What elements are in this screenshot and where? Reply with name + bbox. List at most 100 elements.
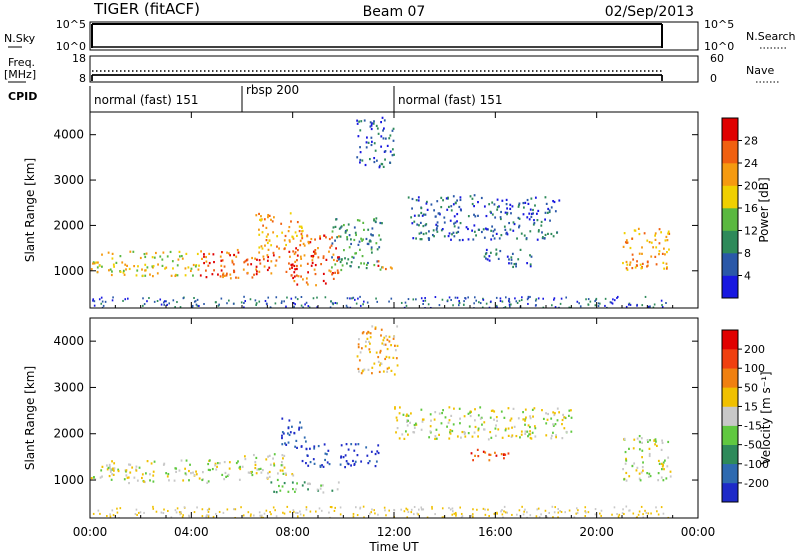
- echo-cell: [647, 440, 649, 443]
- echo-cell: [325, 236, 327, 239]
- echo-cell: [256, 468, 259, 471]
- scatter-point: [193, 511, 196, 514]
- echo-cell: [344, 231, 347, 234]
- echo-cell: [369, 125, 372, 128]
- echo-cell: [394, 406, 396, 409]
- scatter-point: [269, 306, 272, 308]
- echo-cell: [624, 462, 627, 465]
- echo-cell: [490, 436, 493, 439]
- echo-cell: [260, 471, 263, 474]
- colorbar-swatch: [722, 275, 738, 299]
- echo-cell: [288, 267, 291, 270]
- echo-cell: [646, 261, 649, 264]
- echo-cell: [407, 433, 409, 436]
- echo-cell: [549, 219, 551, 222]
- echo-cell: [360, 120, 363, 123]
- scatter-point: [375, 297, 377, 300]
- echo-cell: [359, 151, 362, 154]
- echo-cell: [375, 217, 378, 220]
- echo-cell: [533, 407, 536, 410]
- colorbar-swatch: [722, 387, 738, 407]
- echo-cell: [373, 219, 375, 222]
- echo-cell: [281, 443, 284, 446]
- scatter-point: [315, 510, 317, 513]
- echo-cell: [626, 268, 629, 271]
- scatter-point: [458, 299, 460, 302]
- scatter-point: [653, 303, 656, 306]
- scatter-point: [264, 299, 267, 302]
- echo-cell: [435, 428, 438, 431]
- echo-cell: [379, 351, 382, 354]
- echo-cell: [522, 206, 525, 209]
- echo-cell: [660, 476, 663, 479]
- echo-cell: [336, 236, 339, 239]
- freq-axis-top: 18: [72, 52, 86, 65]
- scatter-point: [261, 514, 263, 517]
- echo-cell: [94, 478, 97, 481]
- scatter-point: [250, 513, 252, 516]
- echo-cell: [306, 482, 309, 485]
- echo-cell: [455, 231, 458, 234]
- scatter-point: [312, 297, 315, 300]
- echo-cell: [238, 478, 241, 481]
- echo-cell: [543, 237, 546, 240]
- echo-cell: [219, 255, 222, 258]
- echo-cell: [661, 441, 664, 445]
- echo-cell: [358, 338, 360, 341]
- scatter-point: [521, 296, 523, 299]
- colorbar-tick-label: 15: [744, 400, 758, 413]
- scatter-point: [329, 516, 332, 518]
- echo-cell: [638, 434, 641, 438]
- echo-cell: [529, 415, 531, 418]
- echo-cell: [511, 434, 514, 437]
- x-tick-label: 00:00: [681, 525, 716, 539]
- echo-cell: [378, 164, 381, 167]
- colorbar-swatch: [722, 482, 738, 503]
- echo-cell: [254, 257, 257, 260]
- echo-cell: [515, 265, 517, 268]
- echo-cell: [273, 453, 276, 456]
- echo-cell: [440, 422, 443, 425]
- echo-cell: [398, 437, 401, 440]
- echo-cell: [360, 372, 363, 375]
- echo-cell: [623, 437, 626, 440]
- echo-cell: [526, 262, 529, 265]
- scatter-point: [167, 509, 169, 512]
- echo-cell: [654, 232, 657, 235]
- colorbar-swatch: [722, 406, 738, 426]
- echo-cell: [499, 216, 502, 219]
- echo-cell: [307, 271, 310, 274]
- echo-cell: [165, 472, 168, 475]
- echo-cell: [127, 463, 130, 466]
- scatter-point: [305, 301, 308, 304]
- echo-cell: [299, 421, 301, 424]
- echo-cell: [302, 278, 304, 281]
- echo-cell: [658, 228, 661, 231]
- echo-cell: [377, 260, 380, 263]
- scatter-point: [560, 297, 563, 300]
- echo-cell: [374, 149, 377, 152]
- echo-cell: [267, 216, 269, 219]
- scatter-point: [196, 304, 199, 307]
- echo-cell: [380, 145, 383, 148]
- scatter-point: [203, 303, 205, 306]
- scatter-point: [526, 516, 528, 518]
- scatter-point: [655, 506, 657, 509]
- echo-cell: [270, 260, 273, 263]
- echo-cell: [340, 225, 343, 228]
- scatter-point: [527, 302, 529, 305]
- echo-cell: [536, 219, 539, 222]
- scatter-point: [160, 303, 163, 306]
- scatter-point: [318, 507, 321, 510]
- echo-cell: [326, 461, 329, 464]
- echo-cell: [638, 448, 641, 451]
- echo-cell: [275, 259, 278, 262]
- scatter-point: [578, 302, 580, 305]
- scatter-point: [415, 298, 417, 301]
- scatter-point: [215, 301, 217, 304]
- echo-cell: [258, 233, 261, 236]
- nsearch-axis-bottom: 10^0: [704, 40, 734, 53]
- echo-cell: [331, 236, 333, 239]
- echo-cell: [529, 433, 532, 436]
